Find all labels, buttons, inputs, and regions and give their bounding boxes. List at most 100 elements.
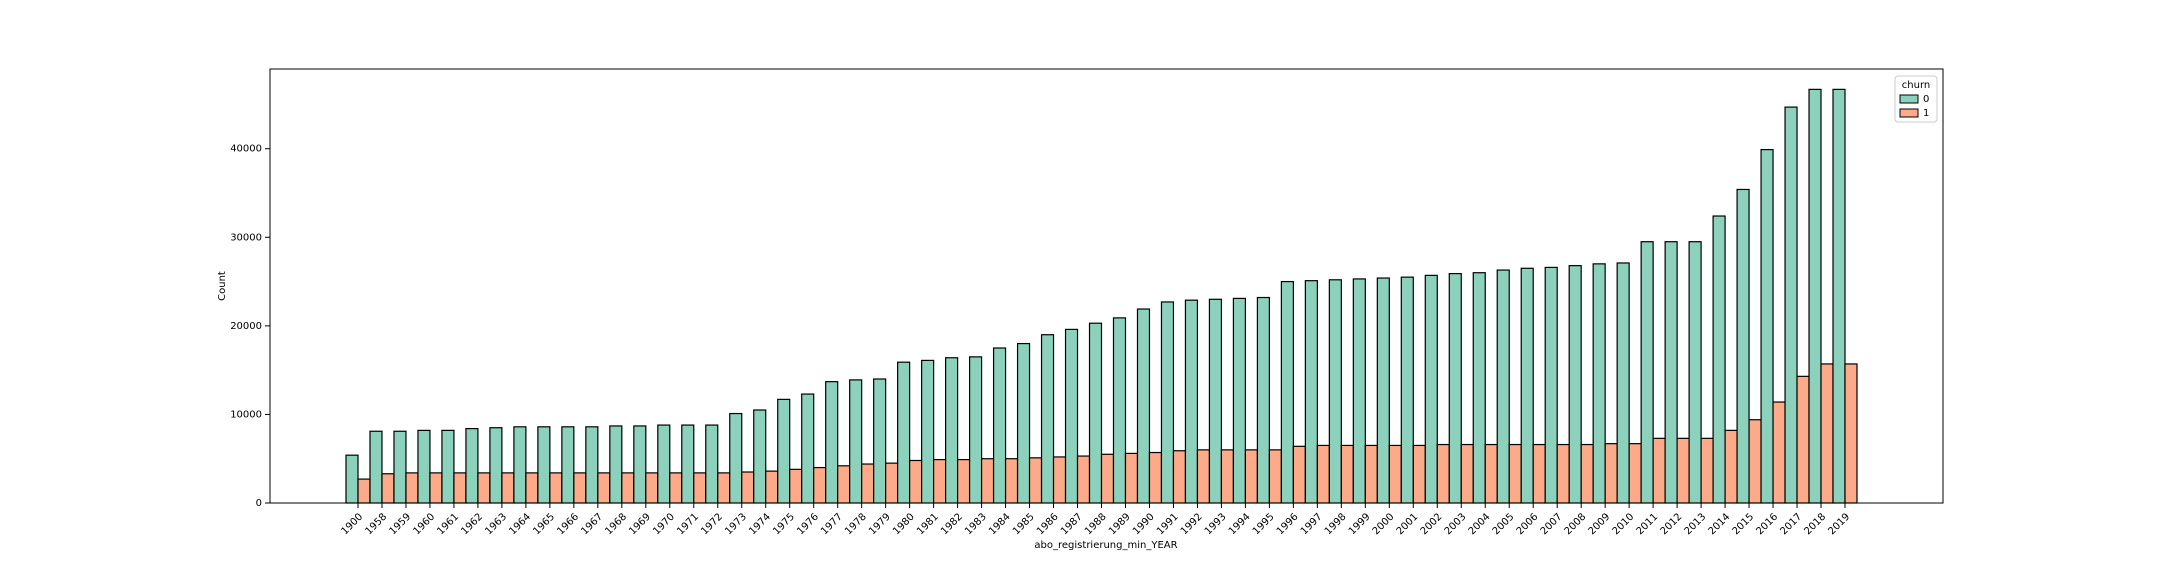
- bar: [1664, 241, 1678, 504]
- legend-label: 1: [1923, 108, 1929, 119]
- x-tick-label: 1971: [675, 511, 701, 537]
- bar: [1376, 277, 1390, 504]
- bar: [825, 381, 839, 504]
- bar: [1784, 106, 1798, 504]
- bar: [1700, 437, 1714, 504]
- x-tick-label: 2007: [1539, 511, 1565, 537]
- bar: [1076, 455, 1091, 504]
- bar: [1316, 444, 1330, 504]
- x-tick-label: 1977: [819, 511, 845, 537]
- bar: [1292, 445, 1306, 504]
- x-tick-label: 2002: [1419, 511, 1445, 537]
- bar: [1412, 444, 1426, 504]
- bar: [1172, 450, 1187, 504]
- x-tick-label: 2015: [1731, 511, 1757, 537]
- bar: [1520, 267, 1534, 504]
- bar: [633, 425, 647, 504]
- bar: [1628, 443, 1642, 504]
- x-tick-label: 1966: [555, 511, 581, 537]
- bar: [1688, 241, 1702, 504]
- bar: [1772, 401, 1786, 504]
- bar: [1592, 263, 1606, 504]
- bar: [1364, 444, 1378, 504]
- y-tick-label: 30000: [230, 232, 262, 243]
- x-tick-label: 2017: [1778, 511, 1804, 537]
- x-tick-label: 2011: [1635, 511, 1661, 537]
- bar: [1652, 437, 1666, 504]
- bar: [717, 472, 731, 504]
- bar: [1136, 308, 1151, 504]
- bar: [1820, 363, 1834, 504]
- x-tick-label: 1972: [699, 511, 725, 537]
- bar: [693, 472, 707, 504]
- bar: [645, 472, 659, 504]
- x-tick-label: 1900: [339, 511, 365, 537]
- x-tick-label: 1995: [1251, 511, 1277, 537]
- y-tick-label: 10000: [230, 409, 262, 420]
- bar: [1052, 456, 1067, 504]
- bar: [897, 361, 911, 504]
- bar: [777, 398, 791, 504]
- bar: [417, 429, 431, 504]
- x-tick-label: 1999: [1347, 511, 1373, 537]
- x-axis-label: abo_registrierung_min_YEAR: [1034, 540, 1177, 551]
- x-tick-label: 1978: [843, 511, 869, 537]
- bar: [1232, 297, 1247, 504]
- bar: [393, 430, 407, 504]
- bar: [1124, 452, 1139, 504]
- y-tick-label: 20000: [230, 321, 262, 332]
- x-tick-label: 2016: [1755, 511, 1781, 537]
- bar: [1484, 443, 1498, 504]
- x-tick-label: 2003: [1443, 511, 1469, 537]
- bar: [369, 430, 383, 504]
- x-tick-label: 2012: [1659, 511, 1685, 537]
- x-tick-label: 1985: [1011, 511, 1037, 537]
- x-tick-label: 1965: [531, 511, 557, 537]
- bar: [429, 472, 443, 504]
- x-tick-label: 1963: [483, 511, 509, 537]
- x-tick-label: 1968: [603, 511, 629, 537]
- x-tick-label: 1964: [507, 511, 533, 537]
- bar: [849, 379, 863, 504]
- x-tick-label: 2000: [1371, 511, 1397, 537]
- bar: [1040, 334, 1055, 504]
- bar: [885, 462, 899, 504]
- bar: [1328, 279, 1342, 504]
- bar: [1100, 453, 1115, 504]
- bar: [1220, 449, 1235, 504]
- bar: [789, 468, 803, 504]
- bar: [573, 472, 587, 504]
- x-tick-label: 1975: [771, 511, 797, 537]
- x-tick-label: 2018: [1802, 511, 1828, 537]
- bar: [1832, 88, 1846, 504]
- bar: [1424, 274, 1438, 504]
- x-tick-label: 1976: [795, 511, 821, 537]
- x-tick-label: 1979: [867, 511, 893, 537]
- bar: [1184, 299, 1199, 504]
- x-tick-label: 1993: [1203, 511, 1229, 537]
- bar: [1604, 443, 1618, 504]
- x-tick-label: 2014: [1707, 511, 1733, 537]
- bar: [1748, 419, 1762, 504]
- x-tick-label: 1967: [579, 511, 605, 537]
- bar: [1472, 272, 1486, 504]
- bar: [741, 471, 755, 504]
- bar: [1160, 301, 1175, 504]
- legend-title: churn: [1902, 80, 1930, 91]
- legend-swatch: [1899, 94, 1919, 104]
- x-tick-label: 1989: [1107, 511, 1133, 537]
- bar: [381, 473, 395, 504]
- bar: [657, 424, 671, 504]
- bar: [729, 412, 743, 504]
- x-tick-label: 1991: [1155, 511, 1181, 537]
- bar: [513, 426, 527, 504]
- bar: [1112, 317, 1127, 504]
- bar: [1268, 449, 1282, 504]
- x-tick-label: 2004: [1467, 511, 1493, 537]
- bar: [861, 463, 875, 504]
- bar: [1400, 276, 1414, 504]
- bar: [1436, 443, 1450, 504]
- bar: [980, 458, 995, 504]
- bar: [669, 472, 683, 504]
